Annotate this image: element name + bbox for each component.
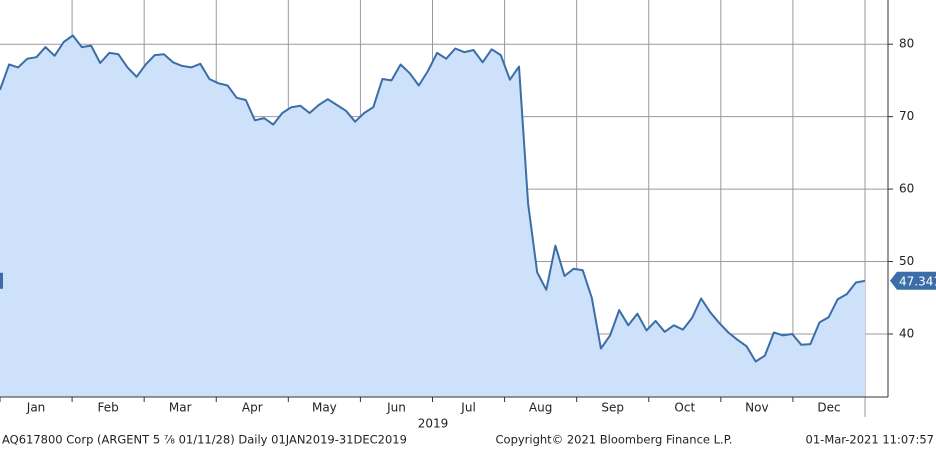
x-tick-label: Aug [529,401,552,415]
year-label: 2019 [418,417,449,431]
y-tick-label: 80 [899,37,914,51]
footer-center: Copyright© 2021 Bloomberg Finance L.P. [496,433,733,447]
y-tick-label: 60 [899,182,914,196]
last-value-tag [890,271,936,290]
left-marker [0,272,3,289]
x-tick-label: Apr [242,401,263,415]
line [0,34,866,363]
x-tick-label: Oct [674,401,695,415]
x-tick-label: Jul [460,401,475,415]
y-tick-label: 70 [899,109,914,123]
x-tick-label: Nov [745,401,768,415]
footer-left: AQ617800 Corp (ARGENT 5 ⅞ 01/11/28) Dail… [2,433,407,447]
x-tick-label: Mar [169,401,192,415]
y-tick-label: 50 [899,254,914,268]
last-value-label: 47.341 [899,274,936,288]
x-tick-label: Jan [26,401,46,415]
x-tick-label: Jun [386,401,406,415]
x-tick-label: Feb [98,401,119,415]
x-tick-label: May [312,401,337,415]
area [0,35,865,397]
x-tick-label: Sep [601,401,624,415]
x-tick-label: Dec [817,401,840,415]
footer-right: 01-Mar-2021 11:07:57 [806,433,934,447]
y-tick-label: 40 [899,326,914,340]
